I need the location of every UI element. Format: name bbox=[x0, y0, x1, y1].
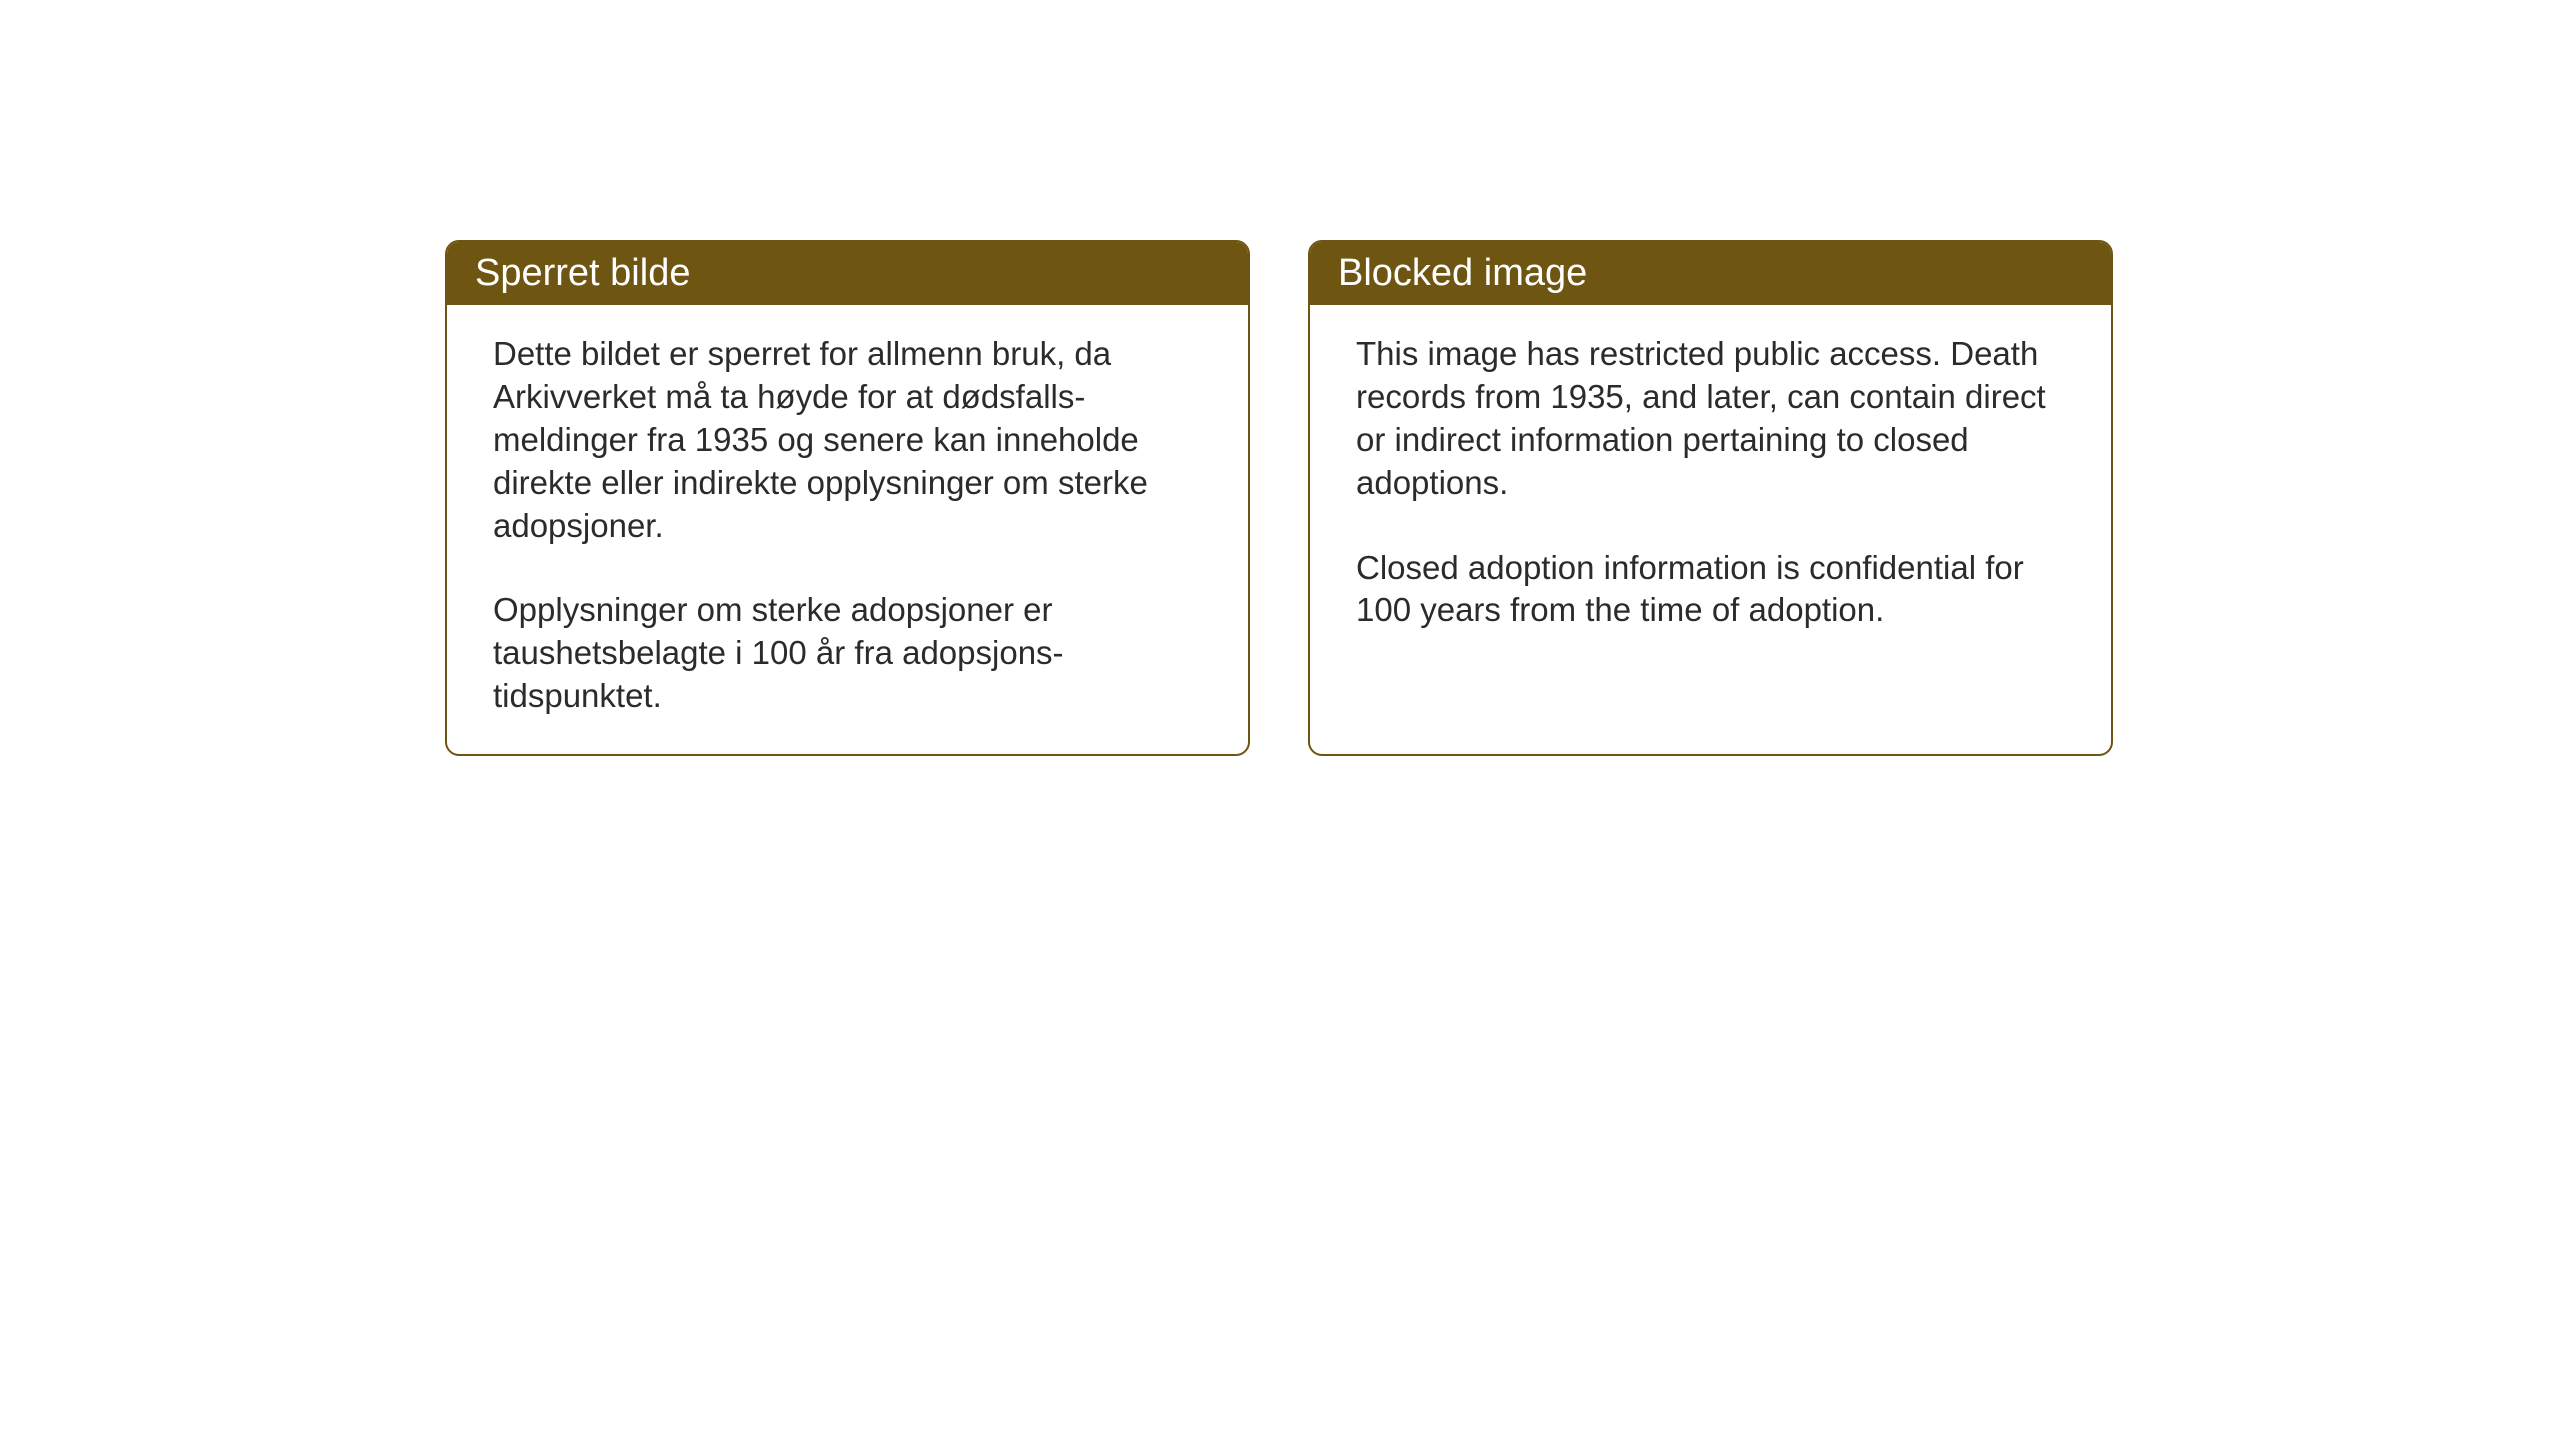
norwegian-paragraph-2: Opplysninger om sterke adopsjoner er tau… bbox=[493, 589, 1202, 718]
english-paragraph-2: Closed adoption information is confident… bbox=[1356, 547, 2065, 633]
norwegian-card-body: Dette bildet er sperret for allmenn bruk… bbox=[447, 305, 1248, 754]
notice-cards-container: Sperret bilde Dette bildet er sperret fo… bbox=[445, 240, 2113, 756]
norwegian-paragraph-1: Dette bildet er sperret for allmenn bruk… bbox=[493, 333, 1202, 547]
english-card-title: Blocked image bbox=[1310, 242, 2111, 305]
english-paragraph-1: This image has restricted public access.… bbox=[1356, 333, 2065, 505]
english-card-body: This image has restricted public access.… bbox=[1310, 305, 2111, 753]
norwegian-card-title: Sperret bilde bbox=[447, 242, 1248, 305]
norwegian-notice-card: Sperret bilde Dette bildet er sperret fo… bbox=[445, 240, 1250, 756]
english-notice-card: Blocked image This image has restricted … bbox=[1308, 240, 2113, 756]
